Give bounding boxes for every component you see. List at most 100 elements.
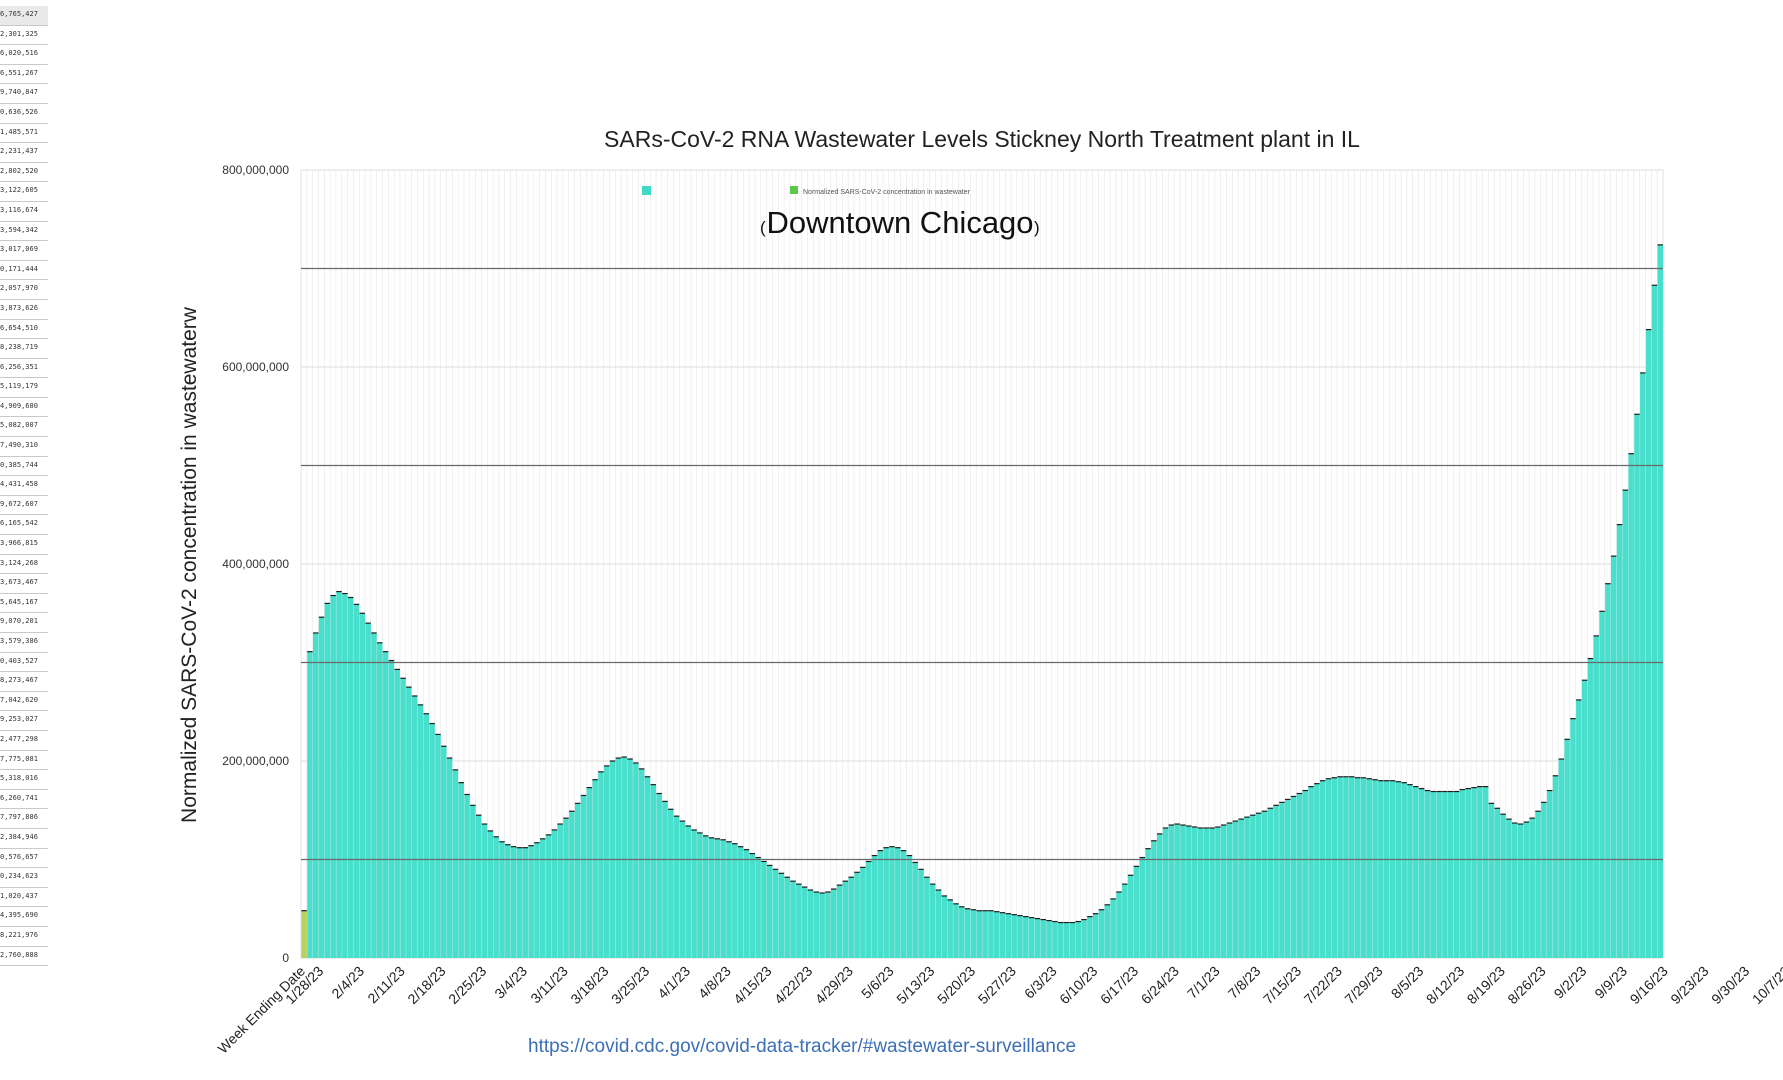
- bar: [755, 857, 761, 958]
- bar: [1034, 918, 1041, 958]
- bar: [1418, 788, 1425, 958]
- side-number: 2,231,437: [0, 143, 48, 163]
- bar: [1546, 790, 1553, 958]
- source-link[interactable]: https://covid.cdc.gov/covid-data-tracker…: [528, 1036, 1077, 1057]
- bar: [819, 892, 825, 958]
- bar: [1349, 776, 1355, 958]
- side-number: 3,579,386: [0, 633, 48, 653]
- horizontal-grid: [301, 169, 1663, 959]
- x-tick-label: 9/23/23: [1667, 963, 1711, 1007]
- bar: [726, 841, 732, 958]
- bar: [848, 877, 854, 958]
- bar: [1156, 833, 1163, 958]
- bar: [1191, 826, 1198, 958]
- x-tick-label: 3/18/23: [567, 963, 611, 1007]
- side-number: 6,260,741: [0, 790, 48, 810]
- bar: [1599, 611, 1605, 958]
- bar: [475, 815, 482, 958]
- bar: [644, 776, 651, 958]
- bar: [1023, 916, 1029, 958]
- y-tick-label: 800,000,000: [222, 163, 289, 177]
- bar: [1028, 917, 1035, 958]
- bar: [924, 877, 930, 958]
- bar: [574, 803, 581, 958]
- bar: [929, 884, 936, 958]
- bar: [1116, 892, 1122, 958]
- subtitle-close-paren: ): [1034, 218, 1040, 237]
- bar: [592, 779, 598, 958]
- bar: [423, 713, 430, 958]
- x-tick-label: 8/12/23: [1423, 963, 1467, 1007]
- bar: [1122, 884, 1128, 958]
- x-tick-label: 5/27/23: [975, 963, 1019, 1007]
- bar: [1576, 699, 1582, 958]
- bar: [1337, 776, 1343, 958]
- chart-title: SARs-CoV-2 RNA Wastewater Levels Stickne…: [604, 126, 1360, 152]
- bar: [1308, 786, 1314, 958]
- bar: [1273, 805, 1279, 958]
- bar: [889, 846, 895, 958]
- side-number: 3,122,605: [0, 182, 48, 202]
- bar: [435, 734, 441, 958]
- bar: [790, 881, 796, 958]
- bar: [749, 853, 755, 958]
- side-number: 2,802,520: [0, 163, 48, 183]
- x-tick-label: 9/2/23: [1551, 963, 1590, 1002]
- bar: [539, 838, 546, 958]
- x-tick-label: 8/5/23: [1388, 963, 1427, 1002]
- x-tick-label: Week Ending Date: [214, 963, 308, 1057]
- bar: [1197, 827, 1204, 958]
- x-tick-label: 6/10/23: [1056, 963, 1100, 1007]
- bar: [638, 768, 645, 958]
- bar: [1011, 914, 1017, 958]
- bar: [1087, 916, 1093, 958]
- reference-lines: [301, 267, 1663, 861]
- bar: [1372, 779, 1378, 958]
- bar: [912, 862, 918, 958]
- bar: [1290, 796, 1297, 958]
- bar: [301, 910, 307, 958]
- bar: [831, 889, 837, 958]
- bar: [1436, 791, 1442, 958]
- bar: [1535, 811, 1541, 958]
- bar: [1343, 776, 1349, 958]
- bar: [1459, 789, 1466, 958]
- y-axis-ticks: 0 200,000,000 400,000,000 600,000,000 800,00…: [222, 163, 289, 965]
- bar: [854, 872, 860, 958]
- side-number: 6,256,351: [0, 359, 48, 379]
- bar: [1319, 780, 1326, 958]
- bar: [324, 603, 331, 958]
- bar: [1517, 824, 1524, 958]
- bar: [1640, 372, 1646, 958]
- bar: [988, 910, 994, 958]
- bar: [330, 595, 336, 958]
- bar: [673, 816, 680, 958]
- bar: [318, 617, 325, 958]
- bar: [900, 850, 907, 958]
- bar: [615, 758, 622, 958]
- subtitle-group: ( Downtown Chicago ): [760, 205, 1040, 240]
- bar: [1541, 802, 1547, 958]
- bar: [1261, 811, 1268, 958]
- x-tick-label: 2/11/23: [364, 963, 408, 1007]
- bar: [1523, 822, 1530, 958]
- side-number: 5,645,167: [0, 594, 48, 614]
- bar: [452, 769, 459, 958]
- bar: [1593, 635, 1599, 958]
- x-tick-label: 5/6/23: [858, 963, 897, 1002]
- bar: [1389, 780, 1396, 958]
- y-tick-label: 200,000,000: [222, 754, 289, 768]
- x-tick-label: 6/17/23: [1097, 963, 1141, 1007]
- bar: [505, 844, 511, 958]
- side-number: 5,318,016: [0, 770, 48, 790]
- bar: [953, 903, 959, 958]
- x-tick-label: 9/30/23: [1708, 963, 1752, 1007]
- bar: [1552, 775, 1559, 958]
- bar: [1407, 784, 1413, 958]
- bar: [1209, 827, 1215, 958]
- x-tick-label: 4/15/23: [730, 963, 774, 1007]
- bar: [1634, 414, 1640, 958]
- bar: [598, 771, 604, 958]
- bar: [493, 836, 499, 958]
- side-number: 6,551,267: [0, 65, 48, 85]
